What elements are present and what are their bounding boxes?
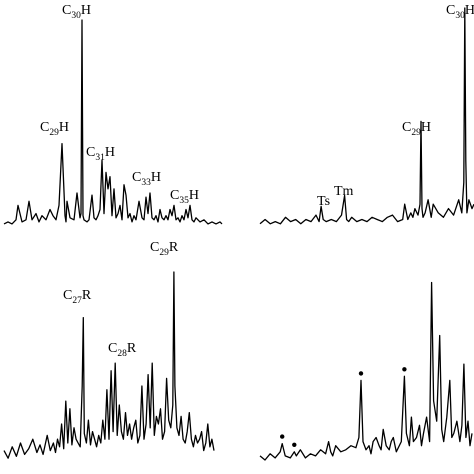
- peak-label-subscript: 29: [49, 128, 59, 138]
- peak-label-subscript: 29: [411, 128, 421, 138]
- peak-label-tail: R: [127, 341, 137, 356]
- peak-label-base: C: [62, 3, 71, 18]
- peak-label-subscript: 35: [179, 196, 189, 206]
- peak-label-base: Tm: [334, 184, 354, 199]
- peak-label-base: C: [446, 3, 455, 18]
- peak-label-tail: H: [81, 3, 91, 18]
- peak-label-base: C: [170, 188, 179, 203]
- peak-label-subscript: 27: [72, 296, 82, 306]
- peak-label-tail: H: [189, 188, 199, 203]
- peak-label: C33H: [132, 170, 161, 188]
- peak-label-subscript: 30: [71, 11, 81, 21]
- peak-label: C35H: [170, 188, 199, 206]
- peak-marker-dot: [280, 434, 285, 439]
- peak-label: C31H: [86, 145, 115, 163]
- peak-label-subscript: 33: [141, 178, 151, 188]
- peak-label-base: C: [132, 170, 141, 185]
- peak-label-base: C: [40, 120, 49, 135]
- peak-label-subscript: 28: [117, 349, 127, 359]
- chromatogram-trace: [3, 19, 223, 225]
- peak-marker-dot: [402, 367, 407, 372]
- chromatogram-trace: [259, 7, 474, 225]
- peak-label-subscript: 29: [159, 248, 169, 258]
- peak-label-base: C: [402, 120, 411, 135]
- peak-label: C30H: [62, 3, 91, 21]
- peak-label: Ts: [317, 194, 330, 209]
- peak-label-base: C: [86, 145, 95, 160]
- peak-marker-dot: [358, 371, 364, 376]
- peak-label-tail: H: [421, 120, 431, 135]
- peak-label: C28R: [108, 341, 137, 359]
- chromatogram-trace: [259, 281, 473, 461]
- peak-label-tail: H: [151, 170, 161, 185]
- peak-label-base: Ts: [317, 194, 330, 209]
- peak-label-tail: R: [82, 288, 92, 303]
- peak-label-tail: R: [169, 240, 179, 255]
- peak-label-tail: H: [465, 3, 474, 18]
- panel-bottom-right-sterane-trace: [259, 281, 473, 461]
- peak-label: Tm: [334, 184, 354, 199]
- peak-label: C29H: [40, 120, 69, 138]
- peak-label: C27R: [63, 288, 92, 306]
- peak-label: C29H: [402, 120, 431, 138]
- chromatogram-trace: [3, 271, 215, 459]
- peak-label-subscript: 31: [95, 153, 105, 163]
- peak-label: C29R: [150, 240, 179, 258]
- peak-label-base: C: [108, 341, 117, 356]
- peak-label-base: C: [150, 240, 159, 255]
- peak-label-tail: H: [105, 145, 115, 160]
- peak-marker-dot: [292, 442, 297, 447]
- peak-label: C30H: [446, 3, 474, 21]
- peak-label-subscript: 30: [455, 11, 465, 21]
- peak-label-tail: H: [59, 120, 69, 135]
- peak-label-base: C: [63, 288, 72, 303]
